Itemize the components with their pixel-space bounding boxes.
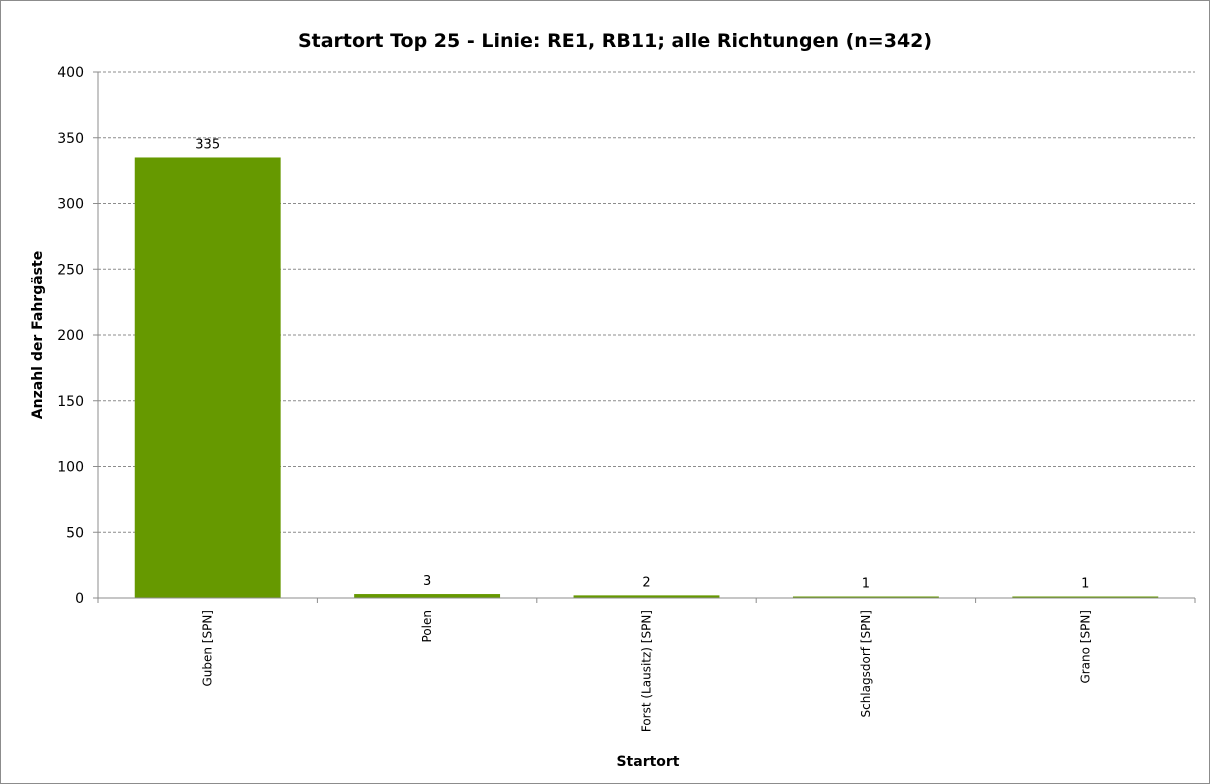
y-axis-ticks: 0 50 100 150 200 250 300 350 400 <box>57 65 98 607</box>
x-tick-label: Guben [SPN] <box>201 610 215 687</box>
x-axis-ticks: Guben [SPN] Polen Forst (Lausitz) [SPN] Sch… <box>97 598 1196 732</box>
x-tick-label: Forst (Lausitz) [SPN] <box>640 610 654 732</box>
y-tick-label: 250 <box>57 262 84 278</box>
bars <box>134 157 1159 598</box>
y-tick-label: 400 <box>57 65 84 81</box>
bar <box>134 157 281 598</box>
data-label: 335 <box>195 137 220 152</box>
bar <box>1012 596 1159 598</box>
x-tick-label: Polen <box>420 610 434 642</box>
x-tick-label: Schlagsdorf [SPN] <box>859 610 873 718</box>
data-label: 1 <box>1081 577 1089 592</box>
y-tick-label: 50 <box>66 525 84 541</box>
bar <box>792 596 939 598</box>
data-label: 3 <box>423 574 431 589</box>
y-tick-label: 0 <box>75 591 84 607</box>
bar <box>354 594 501 598</box>
data-label: 2 <box>642 575 650 590</box>
data-label: 1 <box>862 577 870 592</box>
y-tick-label: 300 <box>57 197 84 213</box>
y-tick-label: 200 <box>57 328 84 344</box>
x-axis-title: Startort <box>616 754 679 770</box>
y-tick-label: 350 <box>57 131 84 147</box>
bar <box>573 595 720 598</box>
y-tick-label: 100 <box>57 460 84 476</box>
y-tick-label: 150 <box>57 394 84 410</box>
x-tick-label: Grano [SPN] <box>1078 610 1092 684</box>
y-axis-title: Anzahl der Fahrgäste <box>30 251 46 419</box>
data-labels: 335 3 2 1 1 <box>195 137 1089 591</box>
chart-title: Startort Top 25 - Linie: RE1, RB11; alle… <box>298 30 932 52</box>
gridlines <box>98 71 1195 533</box>
